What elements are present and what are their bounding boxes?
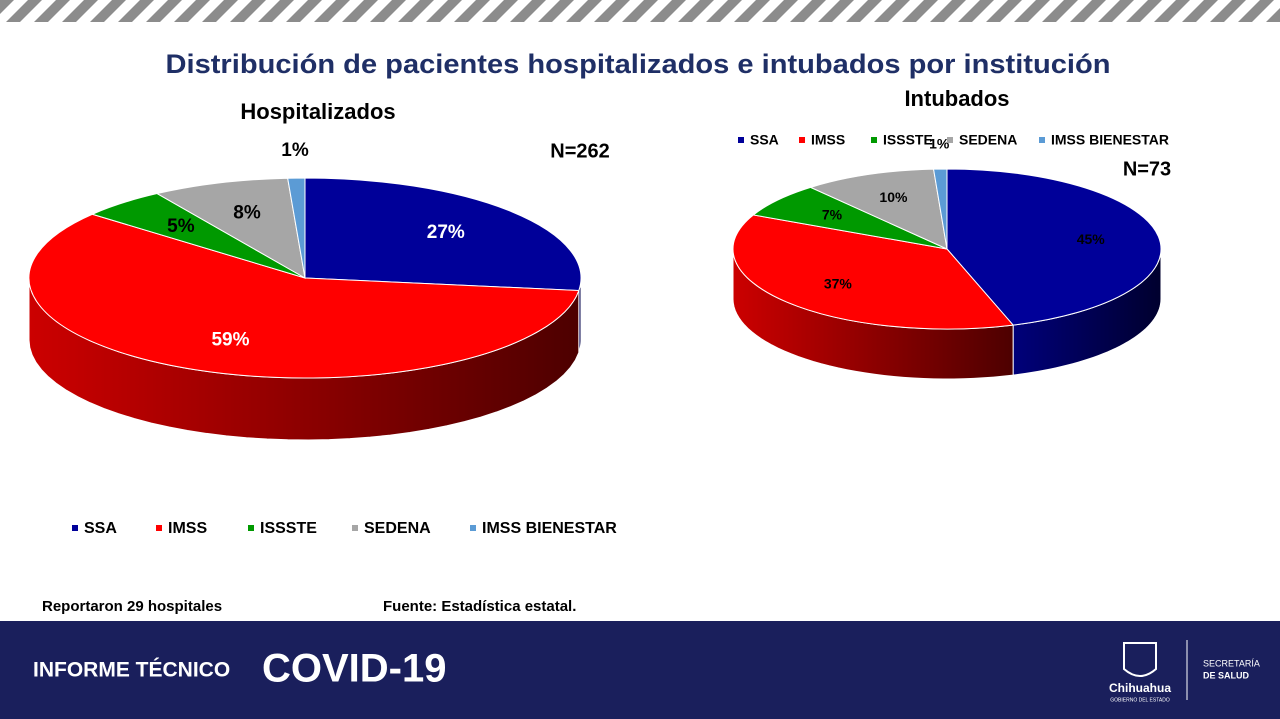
- data-label: 7%: [822, 206, 843, 222]
- pie-slice: [304, 177, 582, 292]
- legend-label: ISSSTE: [260, 520, 317, 537]
- legend-swatch: [738, 137, 744, 143]
- legend-swatch: [799, 137, 805, 143]
- legend-swatch: [248, 525, 254, 531]
- legend-swatch: [352, 525, 358, 531]
- data-label: 45%: [1077, 231, 1106, 247]
- legend-swatch: [470, 525, 476, 531]
- footer-band: [0, 621, 1280, 719]
- report-label: INFORME TÉCNICO: [33, 659, 230, 682]
- legend-swatch: [871, 137, 877, 143]
- data-label: 37%: [824, 276, 853, 292]
- annotation: N=262: [550, 140, 610, 162]
- data-label: 1%: [929, 136, 950, 152]
- data-label: 5%: [167, 216, 195, 237]
- legend-label: IMSS: [811, 132, 845, 148]
- legend-label: SEDENA: [959, 132, 1017, 148]
- legend-label: SSA: [84, 520, 117, 537]
- legend-label: SSA: [750, 132, 779, 148]
- data-label: 1%: [281, 140, 309, 161]
- top-stripes: [0, 0, 1280, 22]
- data-label: 59%: [211, 329, 249, 350]
- legend-swatch: [947, 137, 953, 143]
- logo-state: Chihuahua: [1109, 681, 1171, 695]
- data-label: 27%: [427, 222, 465, 243]
- legend-label: IMSS: [168, 520, 207, 537]
- pie-slice: [732, 214, 1015, 330]
- logo-government: GOBIERNO DEL ESTADO: [1110, 697, 1170, 703]
- legend-swatch: [72, 525, 78, 531]
- source: Fuente: Estadística estatal.: [383, 598, 576, 615]
- pie-slice: [809, 168, 948, 250]
- pie-slice: [155, 177, 306, 279]
- footnote: Reportaron 29 hospitales: [42, 598, 222, 615]
- data-label: 10%: [879, 189, 908, 205]
- legend-swatch: [156, 525, 162, 531]
- report-topic: COVID-19: [262, 647, 447, 691]
- pie-slice: [932, 168, 948, 250]
- chart-title: Hospitalizados: [240, 99, 395, 124]
- legend-label: IMSS BIENESTAR: [482, 520, 617, 537]
- chart-title: Intubados: [904, 86, 1009, 111]
- legend-swatch: [1039, 137, 1045, 143]
- ministry-line-1: SECRETARÍA: [1203, 658, 1260, 668]
- ministry-line-2: DE SALUD: [1203, 670, 1250, 680]
- slide-title: Distribución de pacientes hospitalizados…: [166, 49, 1111, 79]
- pie-slice: [287, 177, 306, 279]
- logo-shield: [1123, 642, 1157, 677]
- legend-label: SEDENA: [364, 520, 431, 537]
- legend-label: ISSSTE: [883, 132, 933, 148]
- legend-label: IMSS BIENESTAR: [1051, 132, 1169, 148]
- pie-slice: [946, 168, 1162, 326]
- data-label: 8%: [233, 202, 261, 223]
- annotation: N=73: [1123, 158, 1171, 180]
- pie-slice: [28, 213, 580, 379]
